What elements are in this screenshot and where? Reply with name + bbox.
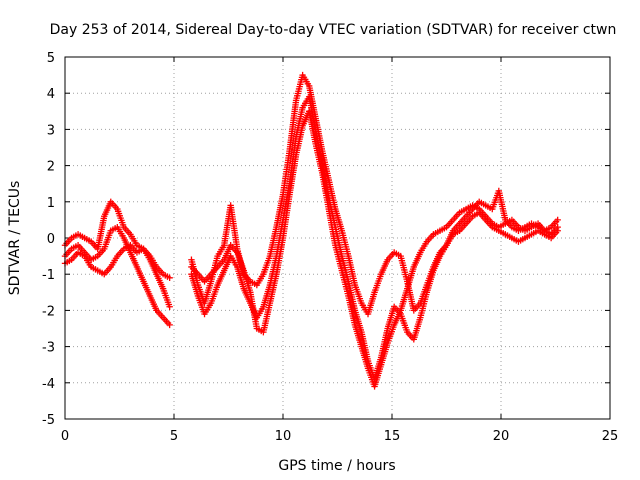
data-point (554, 216, 561, 224)
y-tick-label: 1 (47, 196, 55, 211)
series-3 (61, 108, 561, 390)
data-point (166, 274, 173, 282)
x-tick-label: 0 (61, 429, 69, 444)
x-tick-label: 20 (493, 429, 510, 444)
y-tick-label: -2 (42, 304, 55, 319)
y-tick-label: -5 (42, 413, 55, 428)
y-tick-label: 0 (47, 232, 55, 247)
x-tick-label: 25 (602, 429, 619, 444)
x-tick-label: 5 (170, 429, 178, 444)
x-tick-label: 15 (384, 429, 401, 444)
y-axis-label: SDTVAR / TECUs (7, 181, 23, 296)
data-point (166, 303, 173, 310)
x-tick-label: 10 (275, 429, 292, 444)
chart-title: Day 253 of 2014, Sidereal Day-to-day VTE… (50, 22, 617, 38)
data-point (554, 223, 561, 231)
plot-frame (64, 56, 611, 420)
y-tick-label: 5 (47, 51, 55, 66)
y-tick-label: -3 (42, 341, 55, 356)
y-tick-label: 2 (47, 160, 55, 175)
series-1 (61, 71, 561, 318)
y-tick-label: -1 (42, 268, 55, 283)
y-tick-label: -4 (42, 377, 55, 392)
y-tick-label: 3 (47, 123, 55, 138)
data-point (166, 321, 173, 329)
y-tick-label: 4 (47, 87, 55, 102)
x-axis-label: GPS time / hours (278, 458, 395, 474)
data-points (61, 71, 561, 390)
